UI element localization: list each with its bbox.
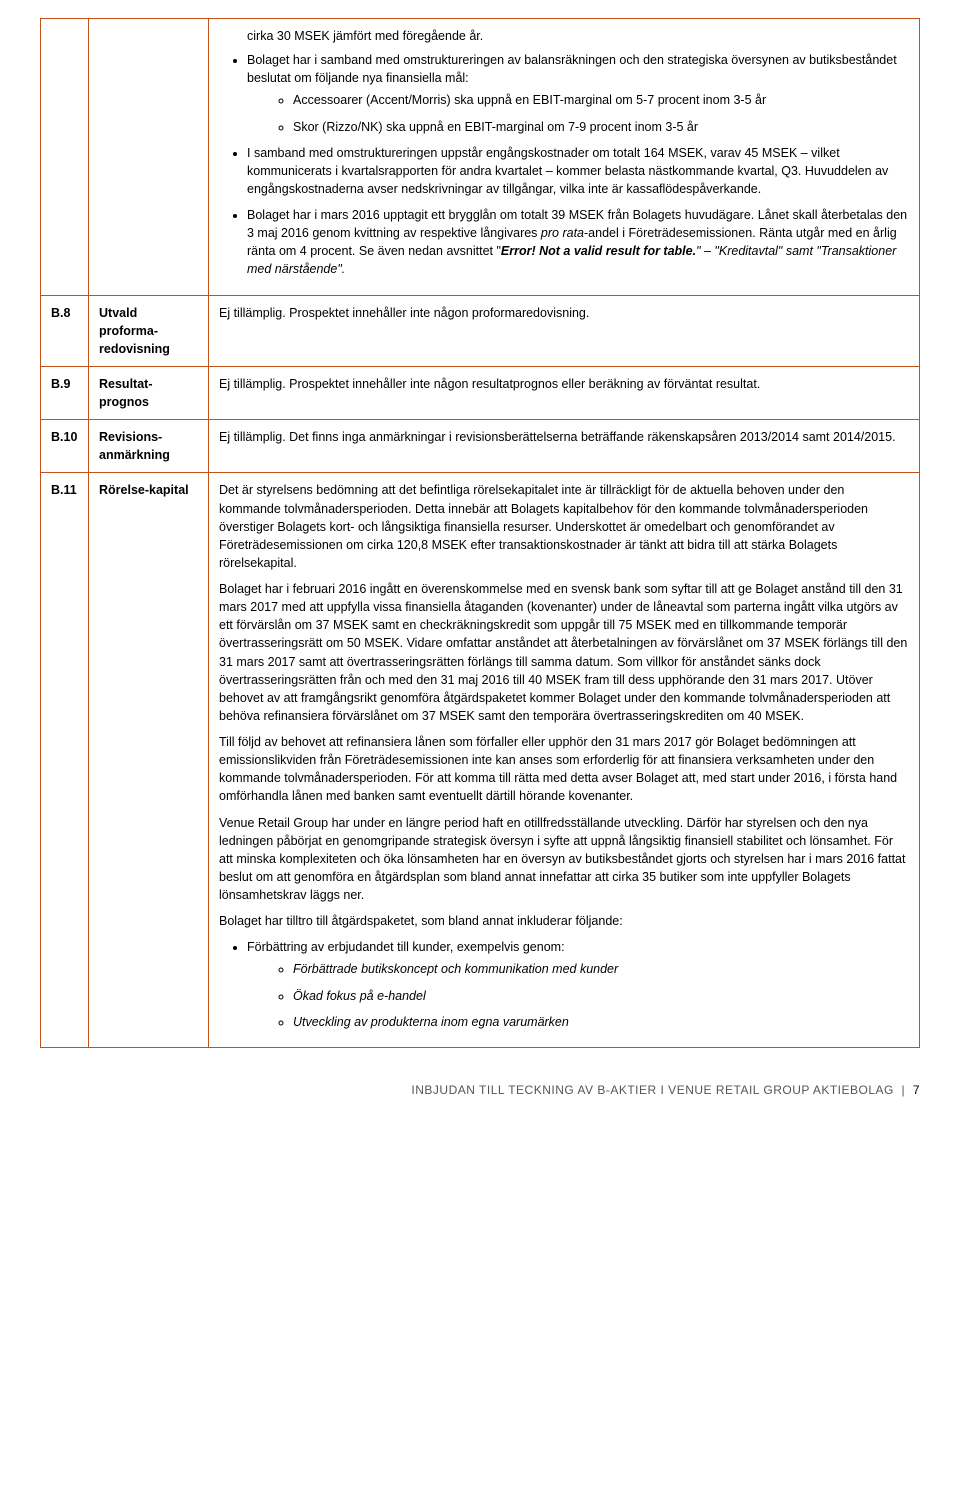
bullet-financial-goals: Bolaget har i samband med omstrukturerin… xyxy=(247,51,909,136)
b10-id: B.10 xyxy=(41,420,89,473)
cell-label-empty xyxy=(89,19,209,296)
prospectus-table: cirka 30 MSEK jämfört med föregående år.… xyxy=(40,18,920,1048)
b9-label: Resultat-prognos xyxy=(89,366,209,419)
b8-text: Ej tillämplig. Prospektet innehåller int… xyxy=(219,304,909,322)
intro-line: cirka 30 MSEK jämfört med föregående år. xyxy=(219,27,909,45)
b3-prorata: pro rata xyxy=(541,226,584,240)
b9-text: Ej tillämplig. Prospektet innehåller int… xyxy=(219,375,909,393)
b11-label: Rörelse-kapital xyxy=(89,473,209,1047)
b11-b1: Förbättring av erbjudandet till kunder, … xyxy=(247,940,565,954)
b11-id: B.11 xyxy=(41,473,89,1047)
cell-id-empty xyxy=(41,19,89,296)
bullet-bridge-loan: Bolaget har i mars 2016 upptagit ett bry… xyxy=(247,206,909,279)
row-continuation: cirka 30 MSEK jämfört med föregående år.… xyxy=(41,19,920,296)
b3-error: Error! Not a valid result for table. xyxy=(501,244,696,258)
b11-p5: Bolaget har tilltro till åtgärdspaketet,… xyxy=(219,912,909,930)
b8-content: Ej tillämplig. Prospektet innehåller int… xyxy=(209,295,920,366)
b8-label: Utvald proforma-redovisning xyxy=(89,295,209,366)
b11-sub-products: Utveckling av produkterna inom egna varu… xyxy=(293,1013,909,1031)
sub-skor: Skor (Rizzo/NK) ska uppnå en EBIT-margin… xyxy=(293,118,909,136)
sub-accessoarer: Accessoarer (Accent/Morris) ska uppnå en… xyxy=(293,91,909,109)
b11-sub-ehandel: Ökad fokus på e-handel xyxy=(293,987,909,1005)
b9-id: B.9 xyxy=(41,366,89,419)
b8-id: B.8 xyxy=(41,295,89,366)
b1-lead: Bolaget har i samband med omstrukturerin… xyxy=(247,53,897,85)
b9-content: Ej tillämplig. Prospektet innehåller int… xyxy=(209,366,920,419)
row-b9: B.9 Resultat-prognos Ej tillämplig. Pros… xyxy=(41,366,920,419)
page-footer: INBJUDAN TILL TECKNING AV B-AKTIER I VEN… xyxy=(0,1058,960,1109)
b11-p2: Bolaget har i februari 2016 ingått en öv… xyxy=(219,580,909,725)
b11-content: Det är styrelsens bedömning att det befi… xyxy=(209,473,920,1047)
footer-text: INBJUDAN TILL TECKNING AV B-AKTIER I VEN… xyxy=(411,1083,893,1097)
b11-sub-concepts: Förbättrade butikskoncept och kommunikat… xyxy=(293,960,909,978)
row-b8: B.8 Utvald proforma-redovisning Ej tillä… xyxy=(41,295,920,366)
b11-p3: Till följd av behovet att refinansiera l… xyxy=(219,733,909,806)
b10-text: Ej tillämplig. Det finns inga anmärkning… xyxy=(219,428,909,446)
footer-page-number: 7 xyxy=(913,1083,920,1097)
cell-content-0: cirka 30 MSEK jämfört med föregående år.… xyxy=(209,19,920,296)
b11-bullet-improvement: Förbättring av erbjudandet till kunder, … xyxy=(247,938,909,1031)
bullet-restructuring-costs: I samband med omstruktureringen uppstår … xyxy=(247,144,909,198)
b11-p1: Det är styrelsens bedömning att det befi… xyxy=(219,481,909,572)
b10-label: Revisions-anmärkning xyxy=(89,420,209,473)
row-b11: B.11 Rörelse-kapital Det är styrelsens b… xyxy=(41,473,920,1047)
b10-content: Ej tillämplig. Det finns inga anmärkning… xyxy=(209,420,920,473)
b11-p4: Venue Retail Group har under en längre p… xyxy=(219,814,909,905)
row-b10: B.10 Revisions-anmärkning Ej tillämplig.… xyxy=(41,420,920,473)
